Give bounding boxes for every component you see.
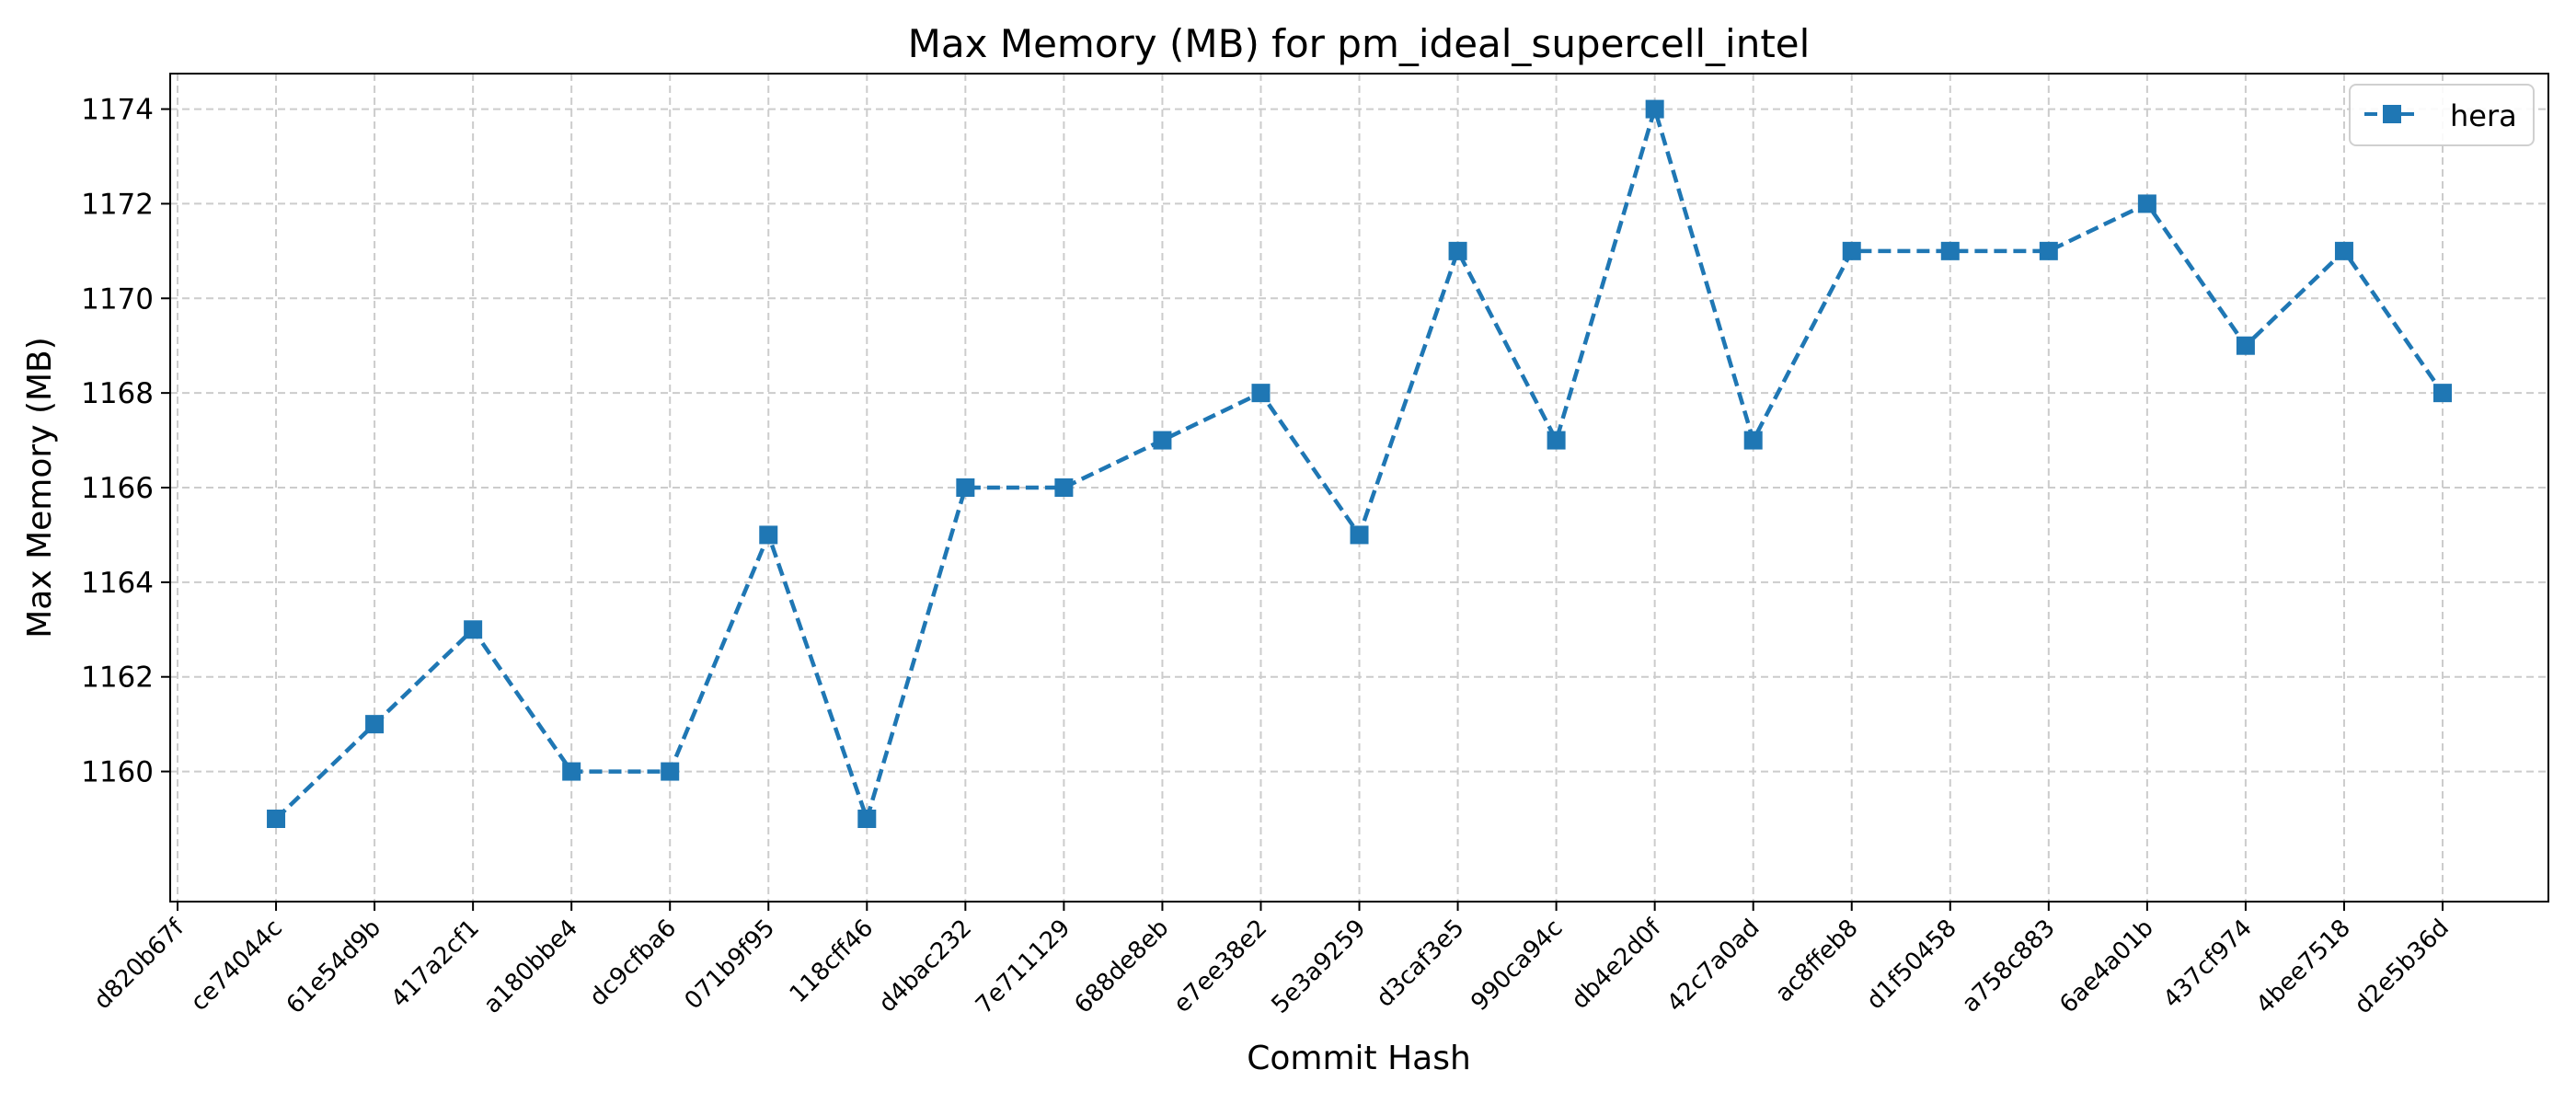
y-tick-label: 1172 bbox=[81, 188, 154, 221]
data-point bbox=[2137, 194, 2156, 213]
y-axis-label: Max Memory (MB) bbox=[21, 337, 59, 638]
data-point bbox=[1054, 478, 1074, 497]
chart-title: Max Memory (MB) for pm_ideal_supercell_i… bbox=[908, 21, 1811, 66]
legend: hera bbox=[2349, 84, 2535, 146]
data-point bbox=[562, 762, 581, 781]
data-point bbox=[857, 810, 877, 828]
data-point bbox=[1153, 431, 1172, 450]
y-tick-label: 1164 bbox=[81, 567, 154, 600]
y-tick-label: 1160 bbox=[81, 756, 154, 789]
series-hera bbox=[267, 99, 2452, 828]
data-point bbox=[267, 810, 286, 828]
data-point bbox=[1743, 431, 1763, 450]
data-point bbox=[759, 525, 778, 545]
legend-label: hera bbox=[2450, 98, 2517, 133]
x-axis-label: Commit Hash bbox=[1247, 1040, 1471, 1077]
y-tick-label: 1162 bbox=[81, 661, 154, 695]
data-point bbox=[2236, 336, 2255, 355]
data-point bbox=[365, 715, 385, 734]
data-point bbox=[661, 762, 680, 781]
data-point bbox=[2433, 384, 2452, 403]
data-point bbox=[464, 620, 483, 639]
data-point bbox=[1645, 99, 1664, 119]
data-point bbox=[1940, 241, 1960, 260]
y-tick-label: 1174 bbox=[81, 94, 154, 127]
data-point bbox=[956, 478, 975, 497]
data-point bbox=[1547, 431, 1566, 450]
y-axis: 1160 1162 1164 1166 1168 1170 1172 1174 bbox=[81, 94, 170, 789]
legend-box bbox=[2349, 84, 2535, 146]
data-point bbox=[1350, 525, 1369, 545]
y-tick-label: 1166 bbox=[81, 472, 154, 505]
y-tick-label: 1170 bbox=[81, 282, 154, 316]
data-point bbox=[1842, 241, 1861, 260]
y-tick-label: 1168 bbox=[81, 377, 154, 410]
data-point bbox=[1448, 241, 1467, 260]
data-point bbox=[1251, 384, 1271, 403]
legend-swatch-marker bbox=[2383, 105, 2401, 123]
data-point bbox=[2039, 241, 2058, 260]
data-point bbox=[2334, 241, 2353, 260]
